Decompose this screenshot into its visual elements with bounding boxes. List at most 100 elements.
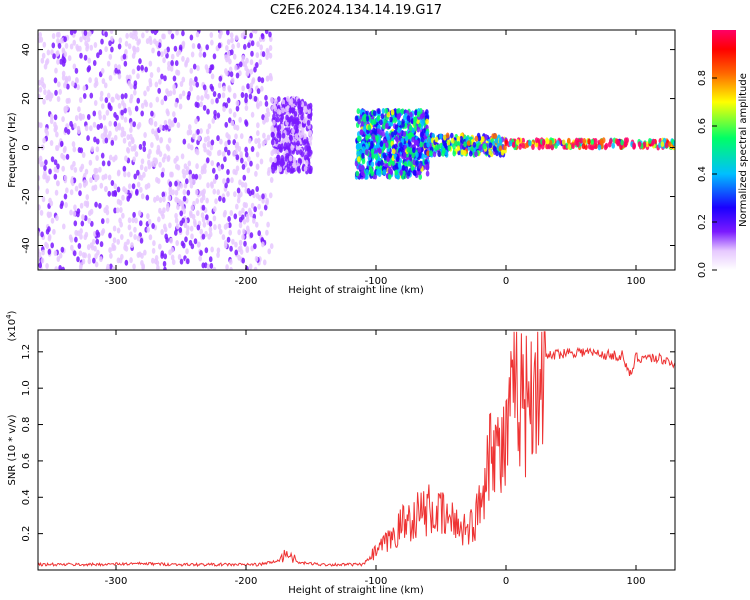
snr-y-tick-label: 1.0 [21, 380, 32, 396]
spectrogram-cell [240, 32, 245, 39]
spectrogram-cell [394, 169, 399, 176]
spectrogram-cell [151, 222, 155, 229]
spectrogram-cell [120, 93, 125, 100]
spectrogram-cell [182, 195, 187, 202]
spectrogram-cell [99, 256, 103, 263]
spectrogram-cell [361, 164, 365, 171]
spectrogram-cell [94, 176, 98, 183]
spectrogram-cell [376, 115, 381, 122]
spectrogram-cell [231, 238, 235, 245]
spectrogram-cell [180, 240, 185, 247]
spectrogram-cell [365, 115, 370, 122]
spectrogram-cell [56, 180, 60, 187]
spectrogram-cell [108, 154, 113, 161]
spectrogram-cell [498, 137, 503, 144]
spectrogram-cell [129, 231, 133, 238]
spectrogram-cell [85, 194, 90, 201]
spectrogram-cell [204, 247, 209, 254]
spectrogram-cell [225, 222, 229, 229]
spectrogram-cell [232, 111, 237, 118]
spectrogram-cell [250, 50, 254, 57]
spectrogram-cell [225, 264, 229, 270]
spectrogram-cell [90, 220, 94, 227]
spectrogram-cell [210, 98, 215, 105]
spectrogram-cell [592, 142, 597, 149]
spectrogram-cell [59, 140, 64, 147]
spectrogram-cell [90, 146, 95, 153]
spectrogram-cell [571, 143, 575, 150]
spectrogram-cell [120, 99, 125, 106]
spectrogram-cell [158, 151, 163, 158]
spectrogram-cell [362, 125, 367, 132]
spectrogram-cell [235, 100, 240, 107]
spectrogram-cell [113, 134, 118, 141]
spectrogram-cell [186, 225, 190, 232]
spectrogram-cell [129, 257, 133, 264]
spectrogram-cell [127, 224, 132, 231]
spectrogram-cell [78, 45, 82, 52]
spectrogram-cell [192, 218, 197, 225]
spectrogram-cell [58, 265, 62, 270]
spectrogram-cell [40, 57, 45, 64]
spectrogram-cell [388, 152, 393, 159]
spectrogram-cell [144, 66, 148, 73]
spectrogram-cell [56, 38, 60, 45]
spectrogram-cell [246, 69, 250, 76]
spectrogram-cell [230, 49, 234, 56]
spectrogram-cell [201, 233, 206, 240]
spectrogram-cell [154, 30, 159, 34]
spectrogram-cell [243, 43, 247, 50]
spectrogram-cell [196, 241, 201, 248]
spectrogram-cell [56, 58, 60, 65]
spectrogram-cell [98, 202, 102, 209]
spectrogram-cell [53, 173, 58, 180]
spectrogram-cell [51, 42, 56, 49]
spectrogram-cell [146, 226, 151, 233]
spectrogram-cell [252, 217, 256, 224]
spectrogram-cell [45, 58, 50, 65]
spectrogram-cell [96, 52, 100, 59]
spectrogram-cell [273, 157, 277, 164]
spectrogram-cell [132, 45, 136, 52]
spectrogram-cell [515, 139, 520, 146]
snr-series [37, 331, 676, 568]
spectrogram-cell [53, 250, 58, 257]
spectrogram-cell [276, 116, 280, 123]
spectrogram-cell [420, 131, 424, 138]
spectrogram-cell [229, 258, 233, 265]
spectrogram-cell [273, 127, 277, 134]
spectrogram-cell [415, 151, 419, 158]
spectrogram-cell [265, 229, 269, 236]
spectrogram-cell [76, 84, 80, 91]
spectrogram-cell [306, 119, 311, 126]
spectrogram-cell [581, 143, 586, 150]
spectrogram-cell [100, 103, 105, 110]
spectrogram-cell [117, 64, 121, 71]
spectrogram-cell [150, 161, 155, 168]
spectrogram-cell [201, 216, 206, 223]
spectrogram-cell [93, 184, 98, 191]
spectrogram-cell [157, 216, 161, 223]
spectrogram-cell [163, 266, 167, 270]
spectrogram-cell [492, 145, 497, 152]
spectrogram-cell [209, 181, 214, 188]
spectrogram-cell [116, 227, 121, 234]
spectrogram-cell [63, 36, 67, 43]
spectrogram-cell [142, 140, 146, 147]
spectrogram-cell [170, 53, 175, 60]
spectrogram-cell [135, 189, 139, 196]
spectrogram-cell [206, 108, 210, 115]
spectrogram-cell [292, 157, 297, 164]
spectrogram-cell [210, 39, 214, 46]
spectrogram-cell [45, 262, 49, 269]
spectrogram-cell [181, 55, 185, 62]
spectrogram-cell [41, 52, 46, 59]
spectrogram-cell [38, 121, 41, 128]
spectrogram-cell [78, 190, 82, 197]
spectrogram-cell [288, 160, 293, 167]
spectrogram-cell [94, 261, 99, 268]
spectrogram-cell [79, 36, 83, 43]
spectrogram-cell [365, 143, 370, 150]
spectrogram-cell [96, 123, 101, 130]
spectrogram-cell [371, 152, 375, 159]
